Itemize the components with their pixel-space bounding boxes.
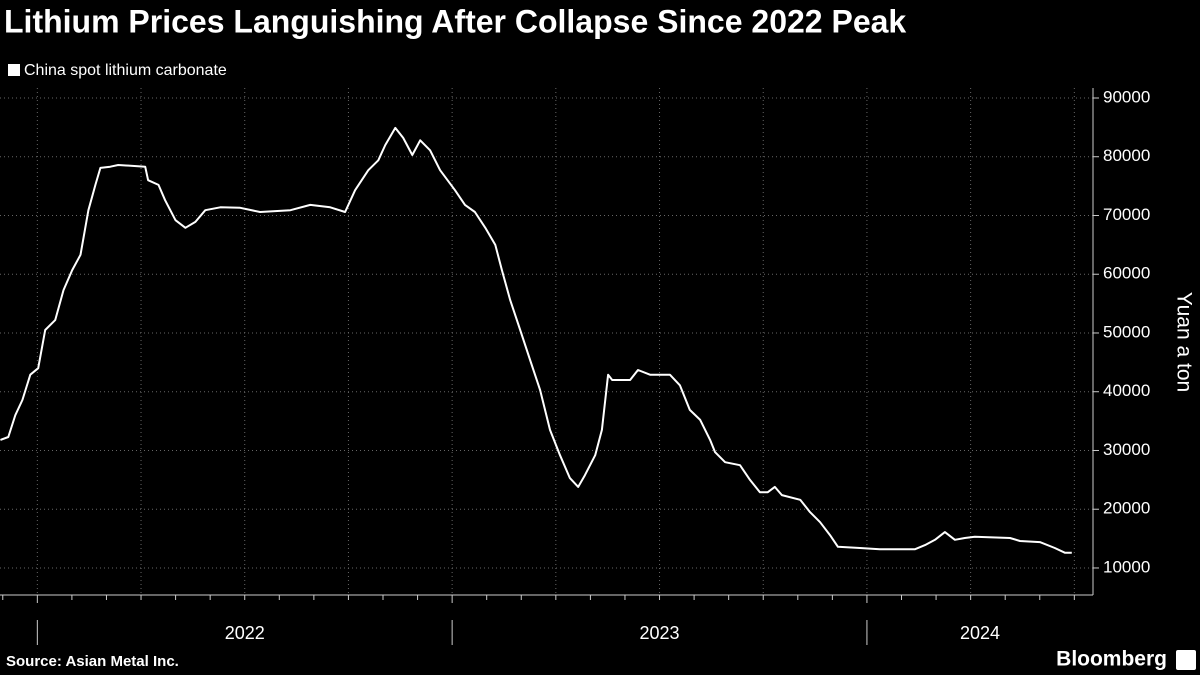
x-tick-label: 2024: [960, 623, 1000, 643]
y-tick-label: 10000: [1103, 557, 1150, 576]
x-tick-label: 2022: [225, 623, 265, 643]
chart-title: Lithium Prices Languishing After Collaps…: [4, 3, 906, 39]
y-tick-label: 30000: [1103, 440, 1150, 459]
y-tick-label: 80000: [1103, 146, 1150, 165]
line: [0, 126, 1072, 554]
y-axis-label: Yuan a ton: [1172, 292, 1195, 392]
y-tick-label: 20000: [1103, 499, 1150, 518]
legend-label: China spot lithium carbonate: [24, 62, 227, 79]
y-tick-label: 40000: [1103, 381, 1150, 400]
source: Source: Asian Metal Inc.: [6, 653, 179, 670]
x-tick-label: 2023: [640, 623, 680, 643]
y-tick-label: 70000: [1103, 205, 1150, 224]
brand-icon: [1176, 650, 1196, 670]
legend-swatch: [8, 64, 20, 76]
y-tick-label: 60000: [1103, 264, 1150, 283]
y-tick-label: 50000: [1103, 322, 1150, 341]
y-tick-label: 90000: [1103, 87, 1150, 106]
brand: Bloomberg: [1056, 648, 1167, 671]
